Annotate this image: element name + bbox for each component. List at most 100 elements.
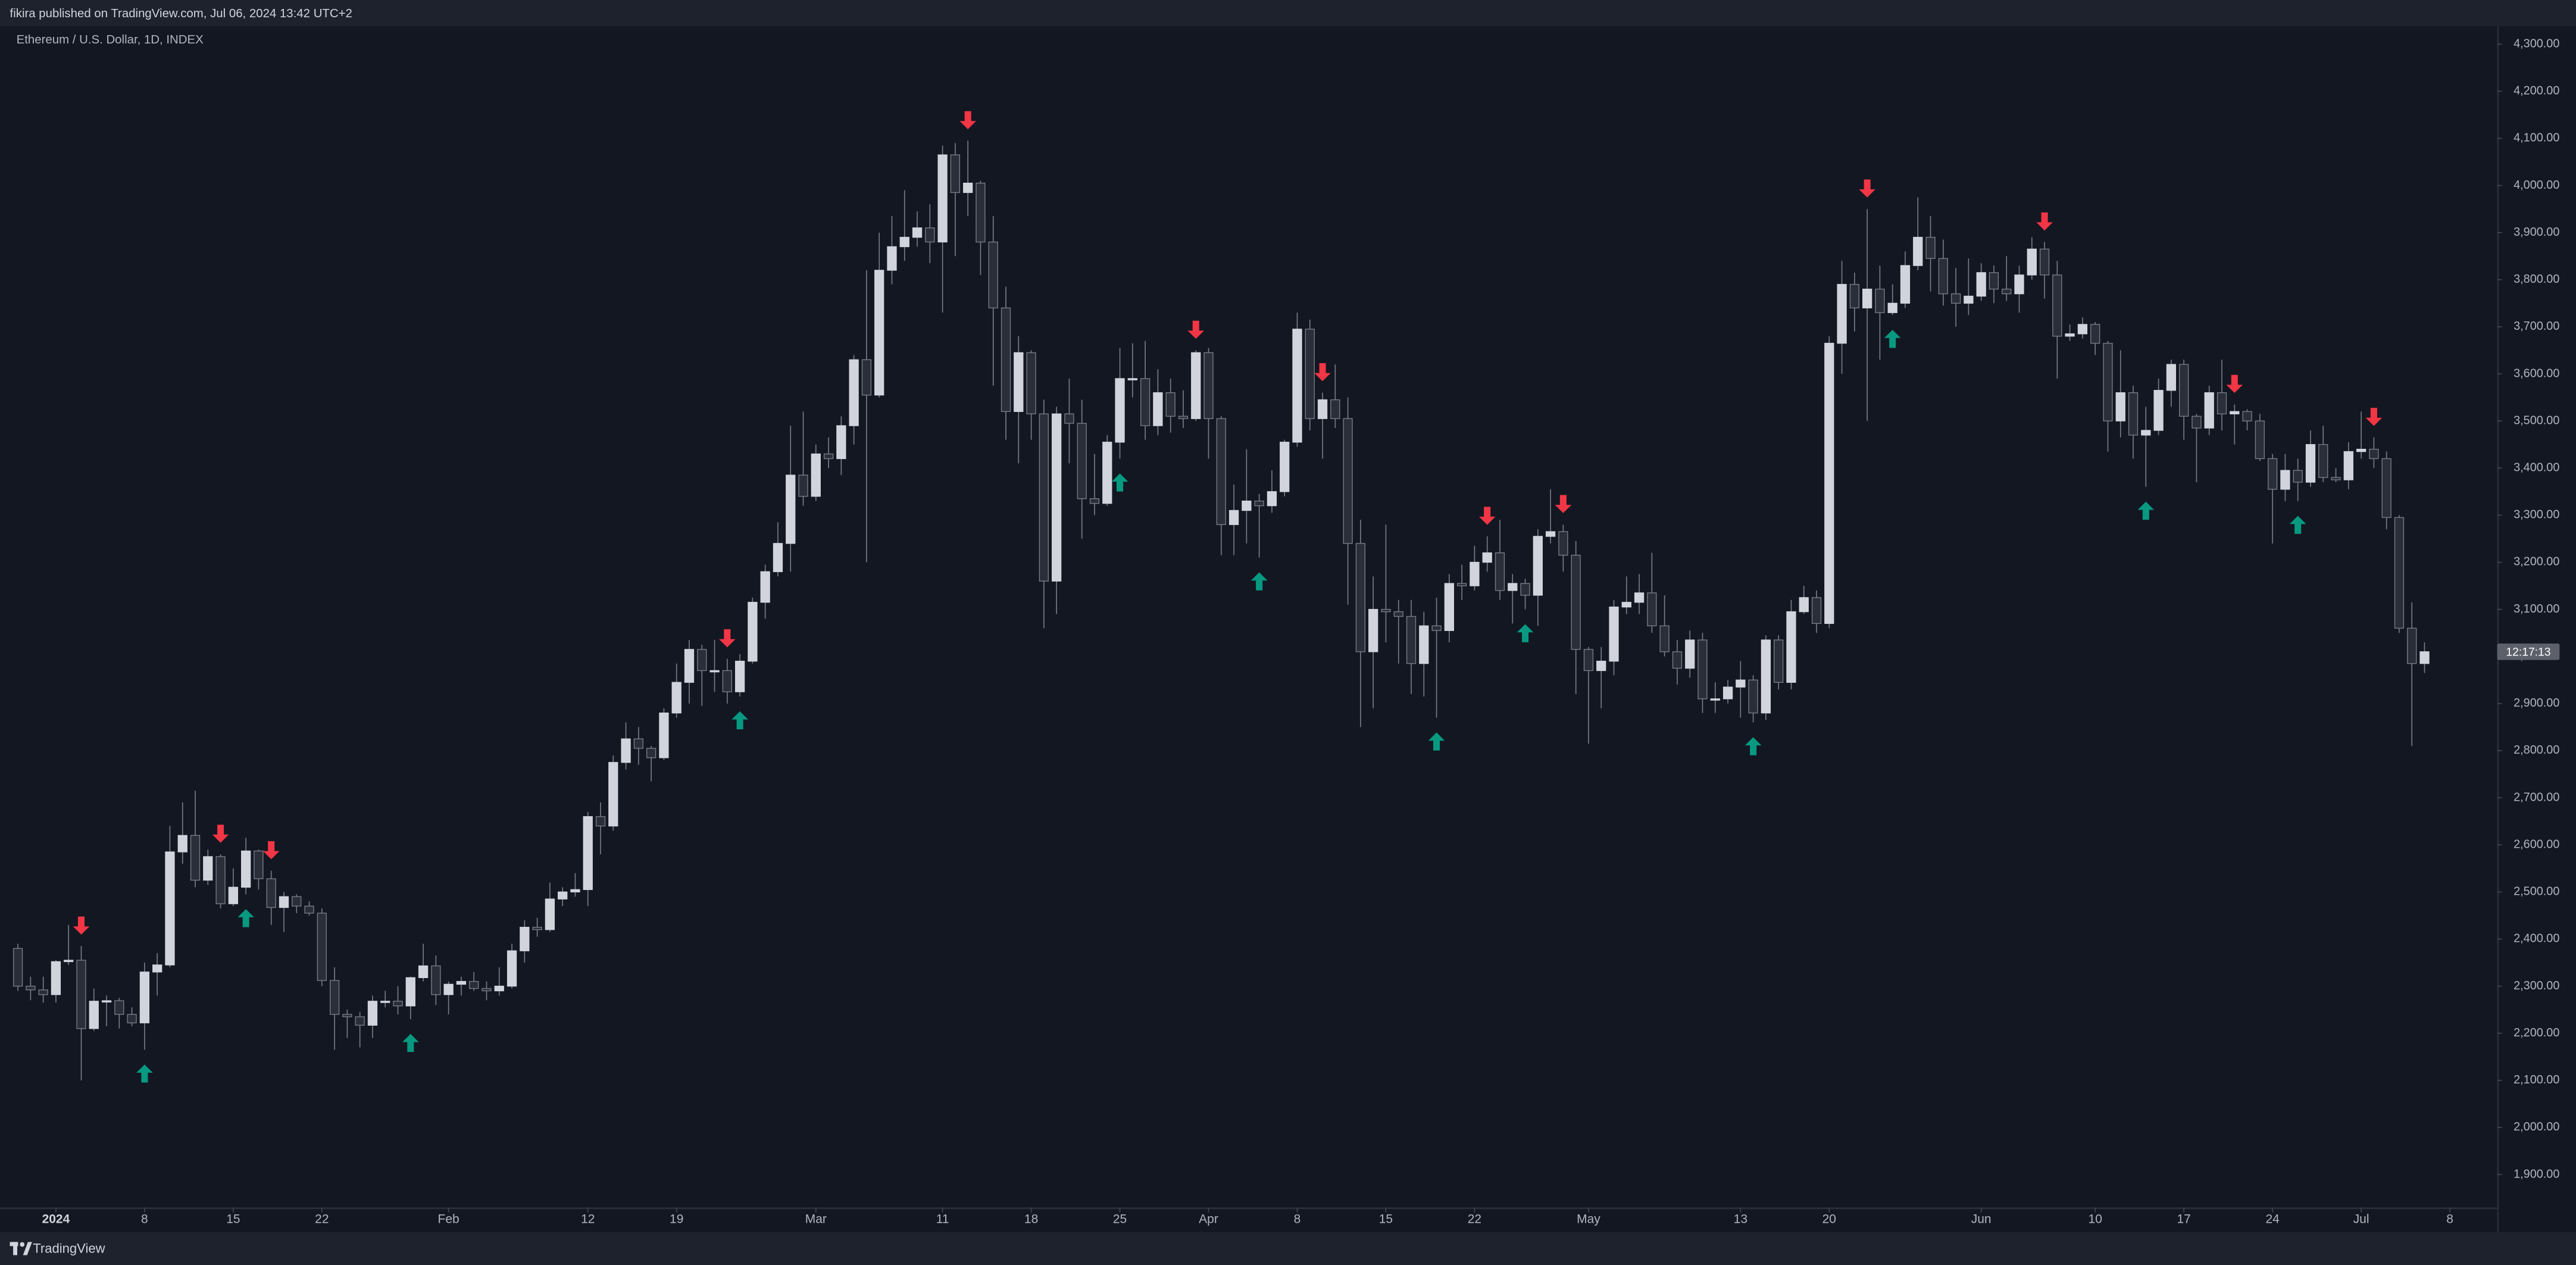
candle-body <box>139 972 150 1023</box>
buy-signal <box>731 711 748 730</box>
candle-body <box>608 762 618 827</box>
candle-body <box>279 896 289 908</box>
candle-body <box>26 985 36 991</box>
countdown-box <box>2497 644 2560 660</box>
candle-body <box>2090 324 2100 344</box>
y-tick-label: 3,900.00 <box>2514 226 2559 239</box>
candle-body <box>558 891 568 899</box>
candle-body <box>1444 583 1455 631</box>
candle-body <box>2394 517 2405 629</box>
y-tick-label: 2,900.00 <box>2514 696 2559 710</box>
buy-signal <box>1517 624 1534 642</box>
candle-body <box>2343 451 2353 480</box>
candle-body <box>1774 639 1784 683</box>
candle-body <box>469 980 479 989</box>
candle-body <box>418 965 429 979</box>
countdown-label: 12:17:13 <box>2506 646 2550 658</box>
candle-body <box>228 886 239 904</box>
x-tick-label: 2024 <box>42 1213 70 1226</box>
candle-body <box>976 182 986 243</box>
candle-body <box>1583 649 1594 671</box>
candle-body <box>2331 477 2341 480</box>
candle-body <box>748 602 758 662</box>
candle-body <box>1964 295 1974 304</box>
candle-body <box>2052 274 2062 337</box>
candle-body <box>811 453 821 497</box>
y-tick-label: 2,000.00 <box>2514 1120 2559 1133</box>
candle-body <box>697 649 707 671</box>
candle-body <box>595 816 606 827</box>
buy-signal <box>2137 501 2155 520</box>
candle-body <box>1393 611 1403 617</box>
x-tick-label: 19 <box>670 1213 683 1226</box>
y-tick-label: 2,100.00 <box>2514 1073 2559 1086</box>
candle-body <box>1938 258 1948 295</box>
candle-body <box>241 850 251 888</box>
x-tick-label: 20 <box>1822 1213 1836 1226</box>
buy-signal <box>1884 329 1901 348</box>
x-tick-label: Mar <box>805 1213 827 1226</box>
candle-body <box>786 474 796 544</box>
candle-body <box>2305 444 2316 483</box>
sell-signal <box>262 841 280 860</box>
candle-body <box>304 905 314 914</box>
candle-body <box>266 878 276 908</box>
candle-body <box>1849 284 1859 308</box>
candle-body <box>101 1000 112 1002</box>
x-tick-label: May <box>1577 1213 1600 1226</box>
x-tick-label: 15 <box>1379 1213 1393 1226</box>
candle-body <box>2293 470 2303 483</box>
candle-body <box>89 1001 99 1029</box>
candle-body <box>1722 686 1733 699</box>
candle-body <box>1596 660 1606 671</box>
x-tick-label: 24 <box>2265 1213 2280 1226</box>
candle-body <box>2369 448 2379 460</box>
candle-body <box>1419 625 1429 664</box>
candle-body <box>2027 248 2037 276</box>
sell-signal <box>1555 495 1572 513</box>
y-tick-label: 3,100.00 <box>2514 602 2559 616</box>
y-tick-label: 2,800.00 <box>2514 744 2559 757</box>
buy-signal <box>1111 473 1128 492</box>
candle-body <box>722 670 732 692</box>
candle-body <box>773 543 783 573</box>
candle-body <box>1875 288 1885 313</box>
y-tick-label: 3,600.00 <box>2514 367 2559 380</box>
candle-body <box>76 960 86 1029</box>
y-tick-label: 2,600.00 <box>2514 838 2559 851</box>
candle-body <box>2419 651 2430 664</box>
candle-body <box>1051 413 1062 582</box>
candle-body <box>152 964 162 973</box>
candle-body <box>51 961 61 995</box>
candle-body <box>2141 430 2151 436</box>
candle-body <box>1647 592 1657 627</box>
x-tick-label: Feb <box>438 1213 459 1226</box>
sell-signal <box>1314 363 1331 382</box>
candle-body <box>1228 510 1239 525</box>
candle-body <box>709 670 720 673</box>
candle-body <box>1431 625 1442 631</box>
x-tick-label: 10 <box>2089 1213 2102 1226</box>
candle-body <box>1989 272 1999 290</box>
candle-body <box>1089 498 1100 504</box>
sell-signal <box>1187 320 1205 339</box>
plot-area: 1,900.00 2,000.00 2,100.00 2,200.00 2,300.00… <box>12 37 2559 1226</box>
brand-name[interactable]: TradingView <box>33 1241 105 1256</box>
candle-body <box>1495 552 1505 591</box>
candle-body <box>1634 592 1645 603</box>
x-tick-label: 8 <box>2446 1213 2453 1226</box>
candle-body <box>2192 416 2202 429</box>
candle-body <box>1950 293 1961 304</box>
sell-signal <box>73 916 90 935</box>
candle-body <box>1456 583 1467 586</box>
sell-signal <box>212 824 229 843</box>
candle-body <box>1077 423 1087 499</box>
candle-body <box>507 950 517 987</box>
candle-body <box>937 154 948 243</box>
x-tick-label: 22 <box>315 1213 329 1226</box>
y-tick-label: 2,300.00 <box>2514 979 2559 992</box>
candle-body <box>127 1014 137 1023</box>
candle-body <box>292 896 302 907</box>
candle-body <box>1406 616 1417 664</box>
candle-body <box>532 926 542 930</box>
